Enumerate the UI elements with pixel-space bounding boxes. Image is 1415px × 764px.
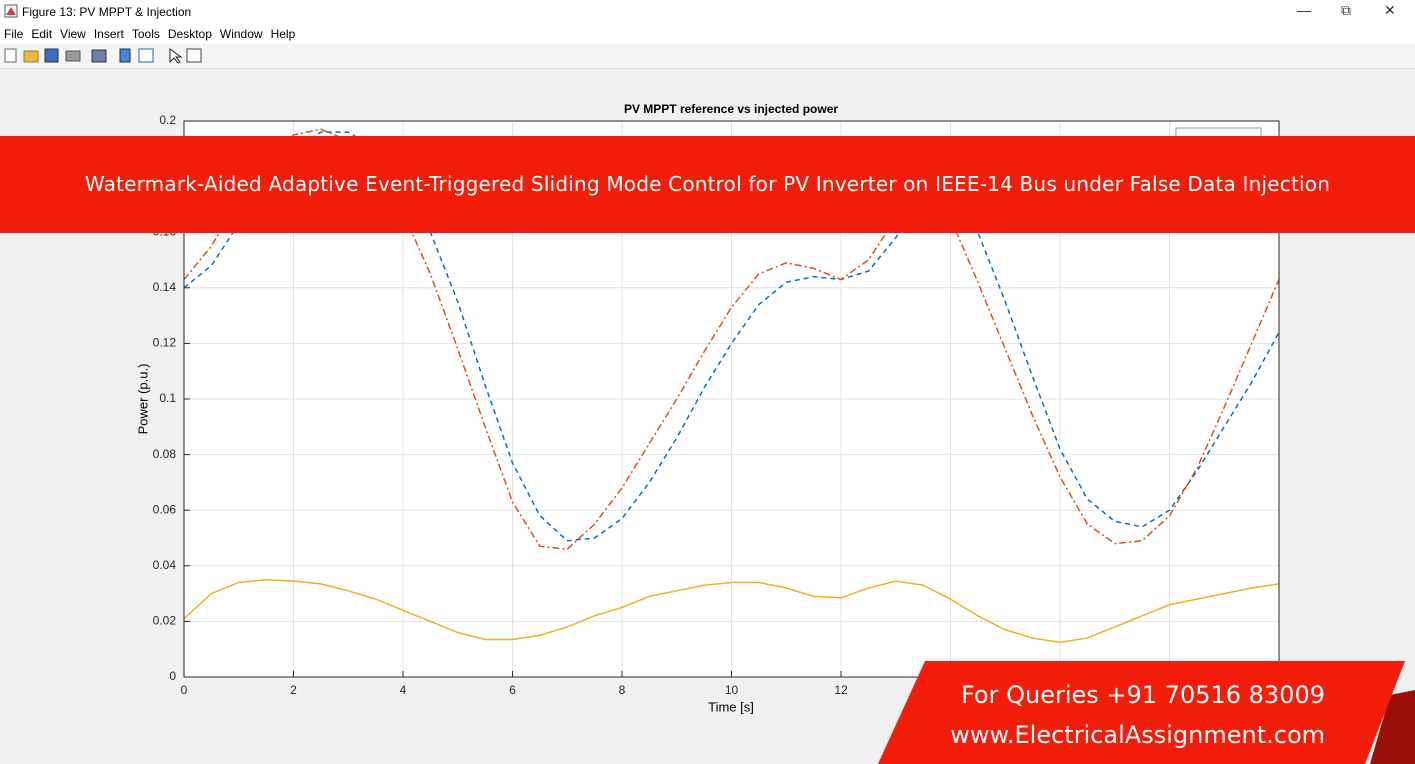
y-axis-label: Power (p.u.) bbox=[135, 364, 150, 435]
y-tick-label: 0 bbox=[169, 669, 176, 683]
x-tick-label: 0 bbox=[181, 683, 188, 697]
show-icon[interactable] bbox=[138, 48, 154, 63]
y-tick-label: 0.12 bbox=[153, 336, 177, 350]
x-tick-label: 20 bbox=[1272, 683, 1286, 697]
x-tick-label: 16 bbox=[1053, 683, 1067, 697]
y-tick-label: 0.06 bbox=[153, 502, 177, 516]
x-tick-label: 10 bbox=[725, 683, 739, 697]
maximize-button[interactable]: ⧉ bbox=[1341, 2, 1351, 18]
x-tick-label: 6 bbox=[509, 683, 516, 697]
open-icon[interactable] bbox=[23, 50, 39, 63]
x-tick-label: 4 bbox=[400, 683, 407, 697]
x-tick-label: 18 bbox=[1163, 683, 1177, 697]
y-tick-label: 0.1 bbox=[159, 391, 176, 405]
print-icon[interactable] bbox=[65, 50, 81, 62]
menu-bar: File Edit View Insert Tools Desktop Window Help bbox=[0, 23, 1415, 44]
menu-item[interactable]: Tools bbox=[131, 27, 160, 41]
x-axis-label: Time [s] bbox=[708, 699, 754, 714]
save-icon[interactable] bbox=[44, 48, 59, 63]
link-icon[interactable] bbox=[91, 49, 107, 63]
minimize-button[interactable]: — bbox=[1297, 2, 1311, 18]
dock-icon[interactable] bbox=[186, 48, 202, 63]
chart-title: PV MPPT reference vs injected power bbox=[624, 102, 838, 116]
x-tick-label: 2 bbox=[290, 683, 297, 697]
y-tick-label: 0.2 bbox=[159, 113, 176, 127]
series-line bbox=[183, 128, 1280, 550]
y-tick-label: 0.04 bbox=[153, 558, 177, 572]
x-tick-label: 12 bbox=[834, 683, 848, 697]
menu-item[interactable]: Insert bbox=[93, 27, 124, 41]
menu-item[interactable]: Desktop bbox=[167, 27, 212, 41]
x-tick-label: 14 bbox=[944, 683, 958, 697]
y-tick-label: 0.02 bbox=[153, 614, 177, 628]
menu-item[interactable]: Edit bbox=[31, 27, 53, 41]
menu-item[interactable]: File bbox=[4, 27, 24, 41]
toolbar-icons bbox=[4, 48, 202, 64]
toolbar bbox=[0, 44, 1415, 69]
pointer-icon[interactable] bbox=[169, 48, 183, 64]
window-title: Figure 13: PV MPPT & Injection bbox=[22, 5, 192, 19]
hide-icon[interactable] bbox=[119, 48, 131, 63]
title-banner: Watermark-Aided Adaptive Event-Triggered… bbox=[0, 136, 1415, 233]
y-tick-label: 0.08 bbox=[153, 447, 177, 461]
menu-item[interactable]: Help bbox=[270, 27, 296, 41]
y-tick-label: 0.14 bbox=[153, 280, 177, 294]
menu-item[interactable]: Window bbox=[219, 27, 263, 41]
app-icon bbox=[4, 4, 18, 18]
new-icon[interactable] bbox=[4, 48, 17, 63]
x-tick-label: 8 bbox=[619, 683, 626, 697]
series-line bbox=[183, 131, 1280, 542]
title-bar: Figure 13: PV MPPT & Injection — ⧉ ✕ bbox=[0, 0, 1415, 23]
close-button[interactable]: ✕ bbox=[1384, 2, 1396, 18]
menu-item[interactable]: View bbox=[60, 27, 86, 41]
series-line bbox=[183, 578, 1280, 644]
